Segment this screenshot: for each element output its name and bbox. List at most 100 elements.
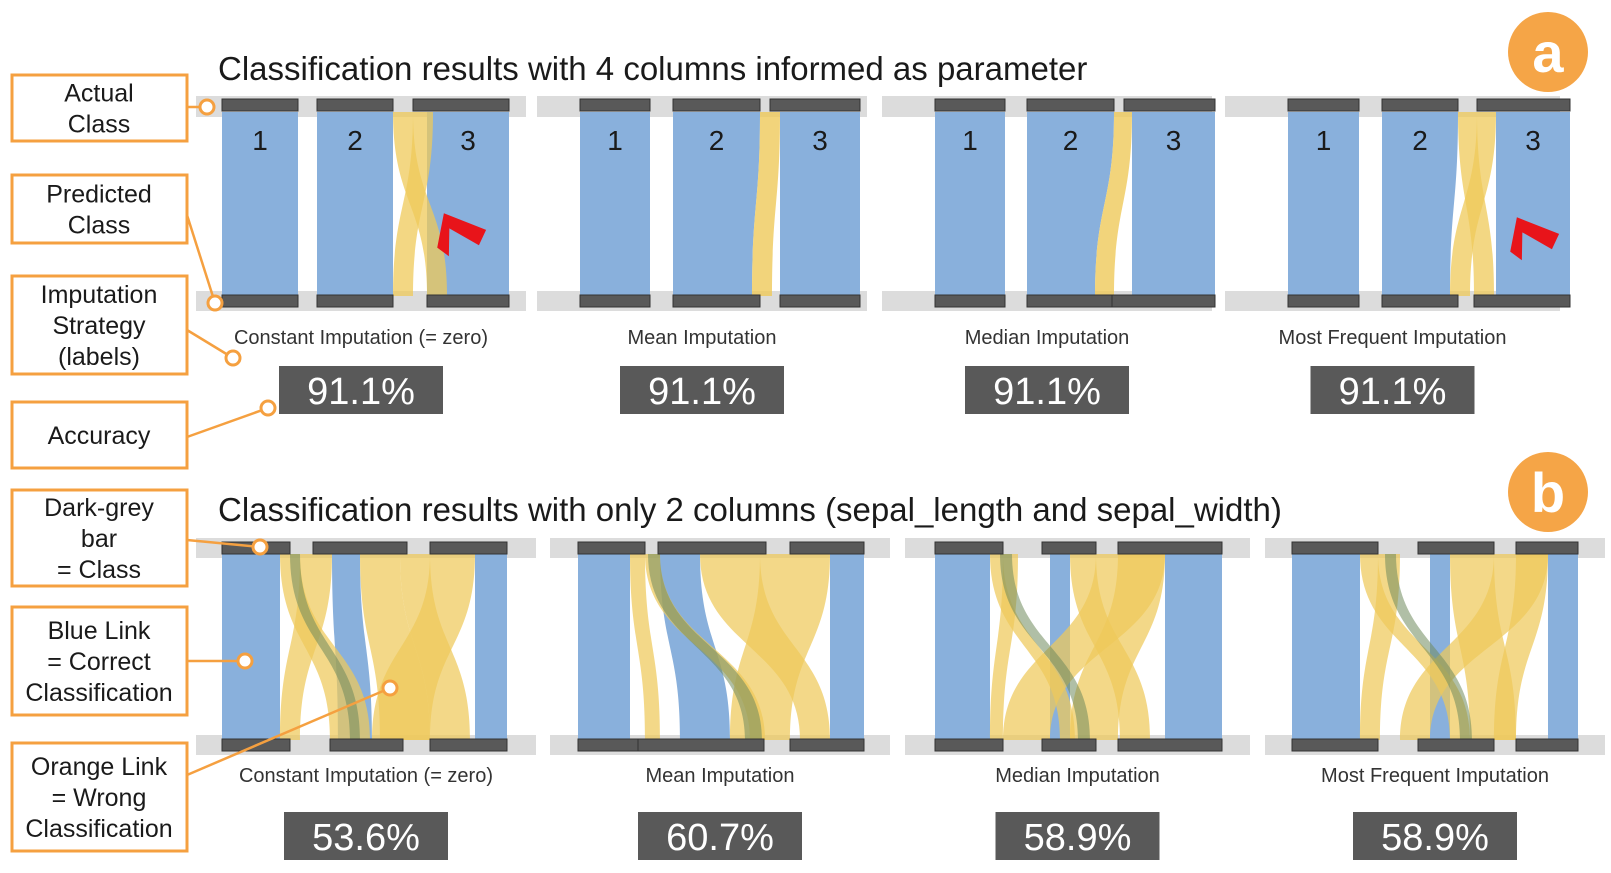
legend-box [10,173,189,245]
legend-box [10,605,189,717]
class-label: 2 [1063,125,1079,156]
panel-b-3: Median Imputation 58.9% [934,541,1223,860]
actual-class-bar [316,98,394,112]
links [578,554,864,740]
predicted-class-bar [1041,738,1097,752]
actual-class-bar [312,541,408,555]
orange-link-wrong [1360,554,1400,740]
legend-text: Accuracy [48,422,151,450]
predicted-class-bar [579,294,651,308]
section-a: Classification results with 4 columns in… [196,12,1588,414]
callout-dot [251,538,269,556]
actual-class-bar [579,98,651,112]
predicted-class-bar [316,294,394,308]
accuracy-box [638,812,802,860]
panel-a-3: 1 2 3 Median Imputation 91.1% [934,98,1216,414]
actual-class-bar [1041,541,1097,555]
actual-class-bar [1476,98,1571,112]
overlap-link [1000,554,1090,740]
predicted-class-bar [329,738,404,752]
class-label: 1 [252,125,268,156]
blue-link-correct [935,554,990,740]
panel-a-2: 1 2 3 Mean Imputation 91.1% [579,98,861,414]
accuracy-box [1310,366,1475,414]
blue-link-correct [1292,554,1360,740]
callout-dot [236,652,254,670]
red-arrow-icon [1510,217,1560,261]
class-label: 1 [1316,125,1332,156]
class-label: 2 [709,125,725,156]
actual-class-bar [672,98,761,112]
predicted-class-bar [429,738,508,752]
orange-link-wrong [752,112,780,296]
panel-b-4: Most Frequent Imputation 58.9% [1291,541,1579,860]
legend-text: Dark-grey [44,494,154,522]
actual-class-bar [1291,541,1379,555]
actual-class-bar [657,541,767,555]
blue-link-correct [317,112,393,296]
accuracy-value: 91.1% [1339,371,1447,413]
actual-class-bar [934,541,1004,555]
legend: Actual Class Predicted Class Imputation Strat… [10,73,399,853]
actual-class-bar [1123,98,1216,112]
accuracy-value: 91.1% [648,371,756,413]
legend-text: Actual [64,80,133,108]
class-label: 2 [1412,125,1428,156]
orange-link-wrong [1400,554,1548,740]
predicted-class-bar [1515,738,1579,752]
predicted-class-bar [1381,294,1459,308]
callout-line [186,406,269,439]
class-label: 3 [1166,125,1182,156]
legend-accuracy: Accuracy [10,399,277,470]
imputation-strategy-label: Median Imputation [965,327,1130,349]
orange-link-wrong [393,112,433,296]
predicted-class-bar [1473,294,1571,308]
legend-dark-grey-bar: Dark-grey bar = Class [10,488,269,588]
links [222,554,507,740]
imputation-strategy-label: Most Frequent Imputation [1279,327,1507,349]
predicted-class-bar [1111,294,1216,308]
accuracy-value: 91.1% [307,371,415,413]
callout-line [186,686,391,777]
section-b-badge: b [1508,452,1588,532]
class-label: 3 [812,125,828,156]
actual-class-bar [1515,541,1579,555]
legend-text: Imputation [41,281,158,309]
panel-a-4: 1 2 3 Most Frequent Imputation 91.1% [1279,98,1571,414]
class-label: 2 [347,125,363,156]
predicted-class-bar [934,738,1004,752]
actual-class-bar [934,98,1006,112]
overlap-link [1385,554,1472,740]
links [1288,112,1570,296]
callout-line [185,214,217,304]
blue-link-correct [222,112,298,296]
predicted-class-bar [934,294,1006,308]
blue-link-correct [475,554,507,740]
blue-link-correct [673,112,760,296]
accuracy-box [284,812,448,860]
blue-link-correct [1288,112,1359,296]
actual-class-bar [577,541,646,555]
accuracy-box [995,812,1160,860]
actual-class-bar [1287,98,1360,112]
links [935,554,1222,740]
imputation-strategy-label: Median Imputation [995,765,1160,787]
predicted-class-bar [1287,294,1360,308]
orange-link-wrong [1494,554,1548,740]
actual-class-bar [412,98,510,112]
imputation-strategy-label: Constant Imputation (= zero) [239,765,493,787]
legend-box [10,488,189,588]
panel-b-2: Mean Imputation 60.7% [577,541,865,860]
actual-class-bar [1117,541,1223,555]
accuracy-box [965,366,1129,414]
panel-a-1: 1 2 3 Constant Imputation (= zero) 91.1% [221,98,510,414]
accuracy-box [1353,812,1517,860]
imputation-strategy-label: Mean Imputation [628,327,777,349]
legend-text: Classification [25,679,172,707]
predicted-class-bar [789,738,865,752]
accuracy-box [279,366,443,414]
predicted-class-bar [1026,294,1115,308]
class-label: 3 [460,125,476,156]
legend-text: bar [81,525,117,553]
